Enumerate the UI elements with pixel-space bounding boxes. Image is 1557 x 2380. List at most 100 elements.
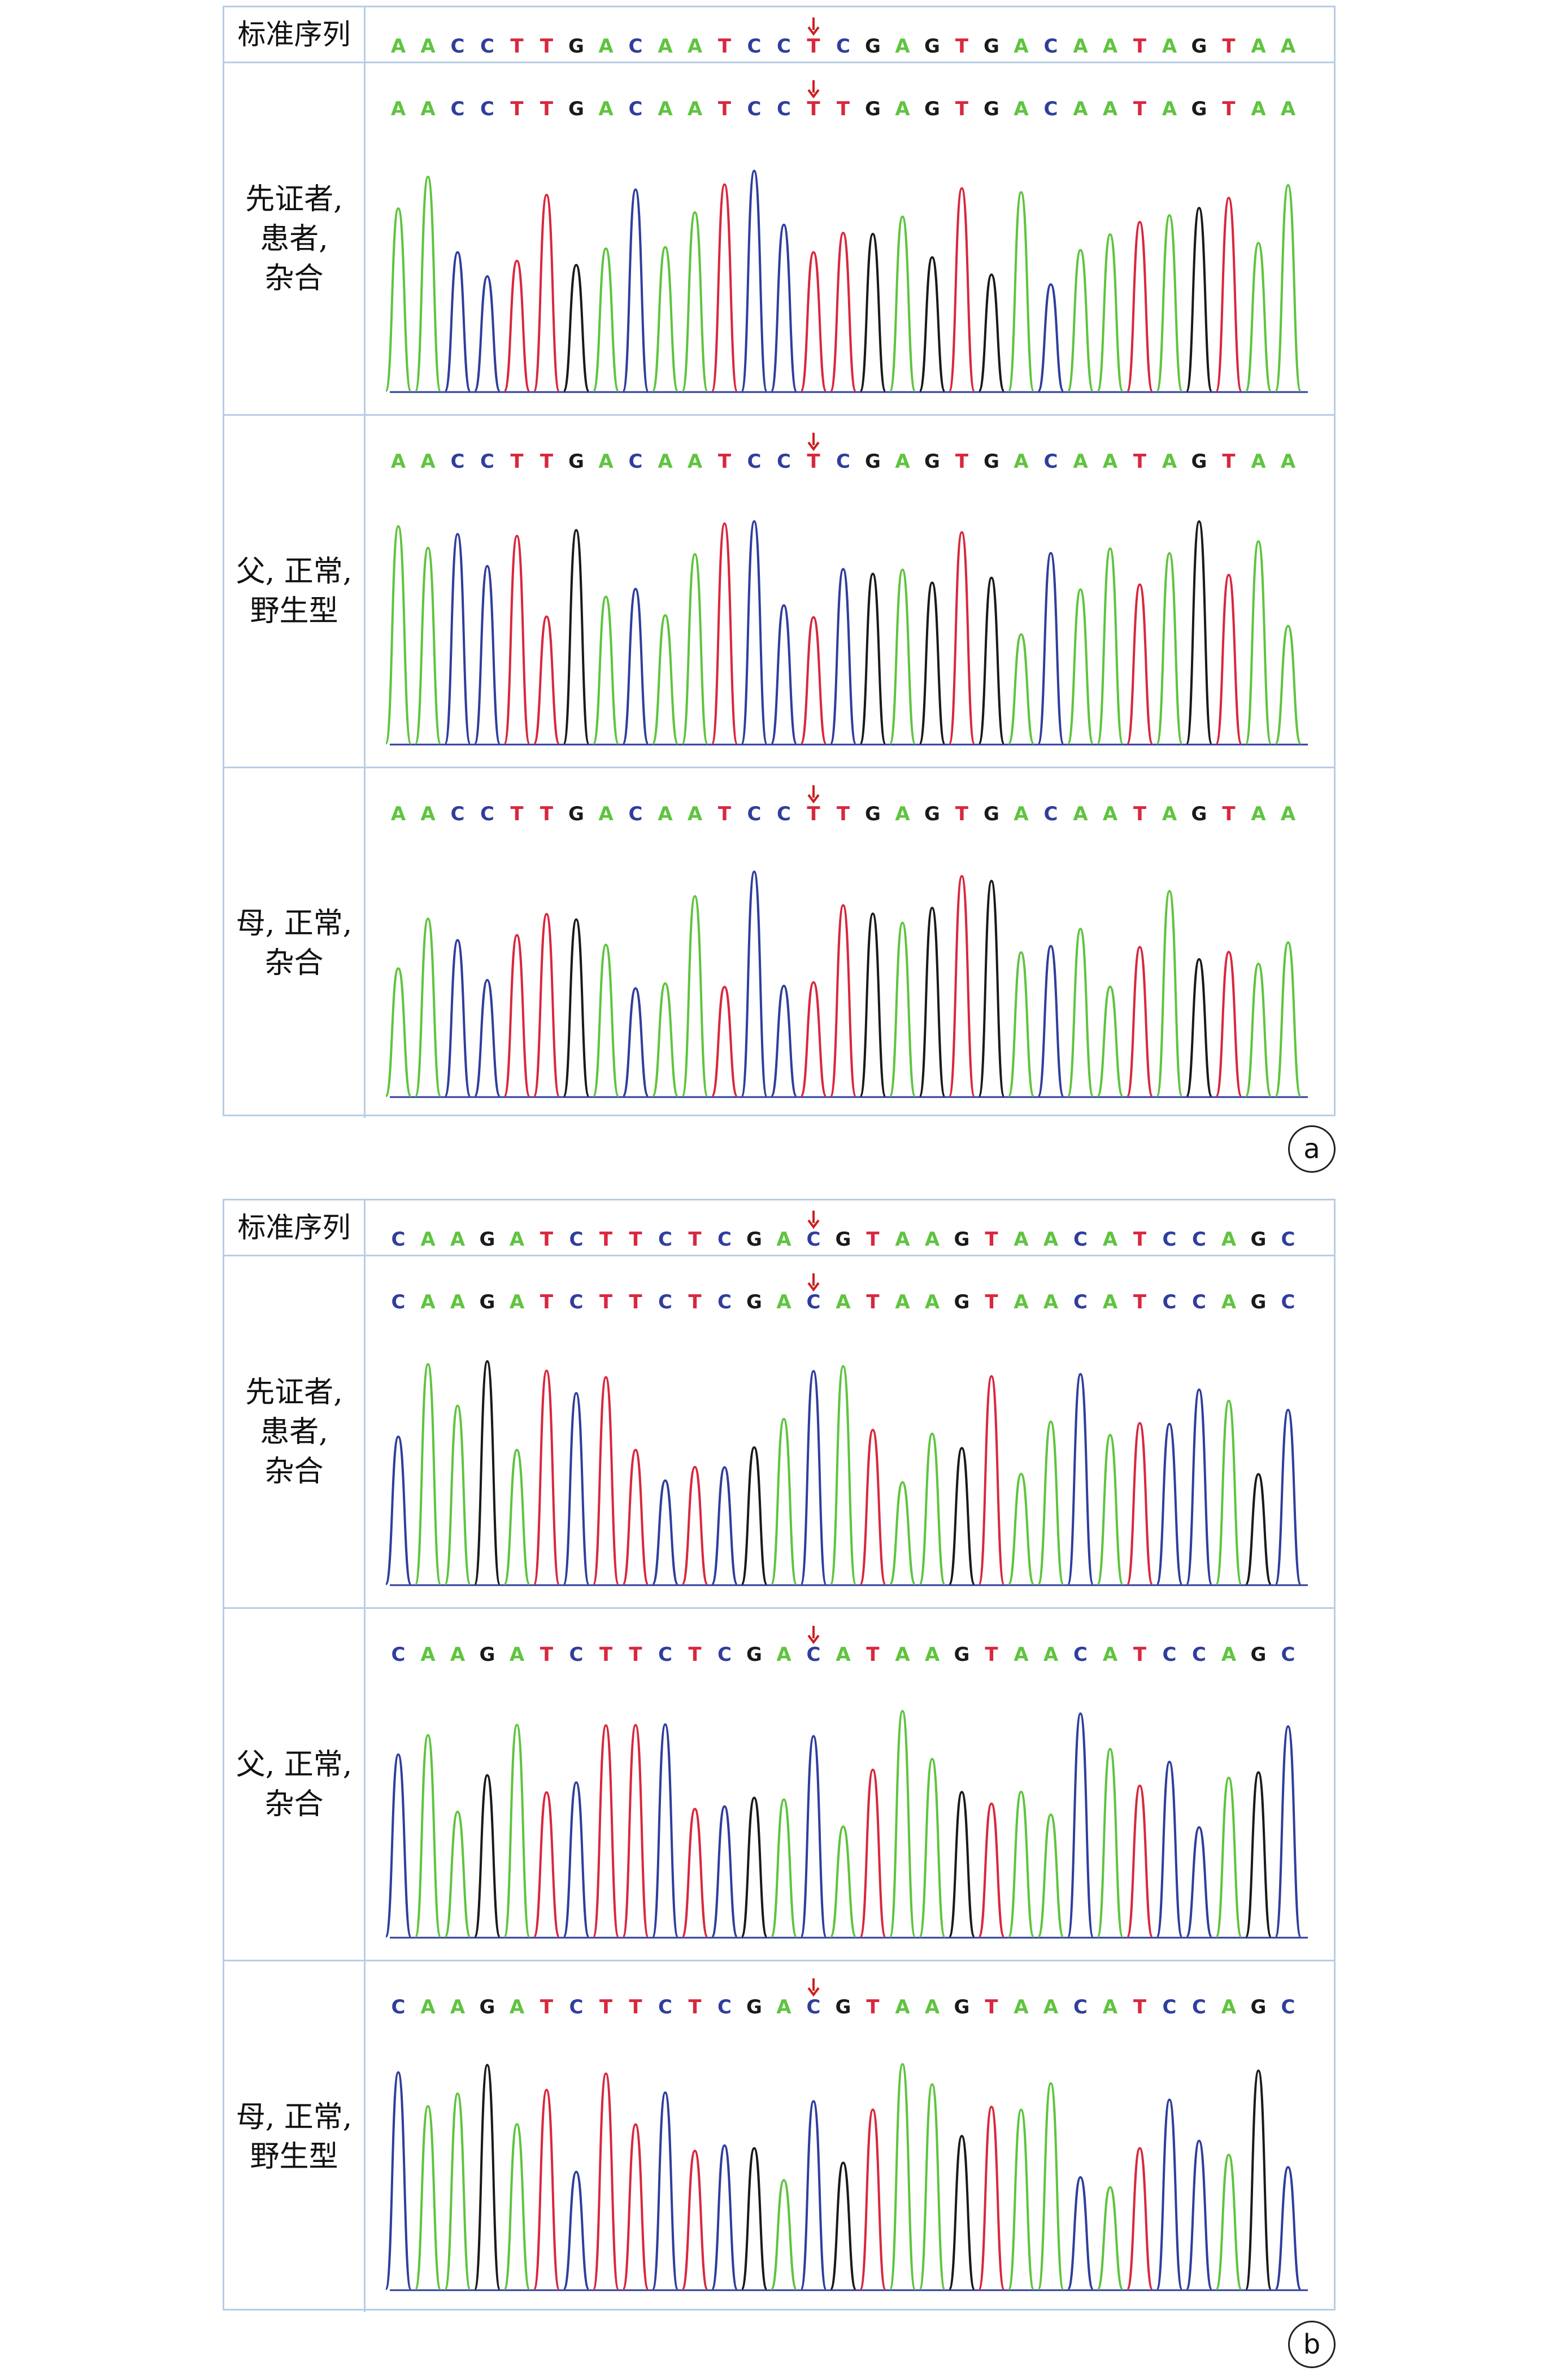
base-letter: T: [599, 1643, 613, 1666]
peak: [919, 2083, 946, 2290]
base-letter: A: [895, 803, 910, 825]
base-letter: C: [629, 35, 643, 58]
base-letter: C: [569, 1996, 584, 2018]
base-letter: A: [658, 98, 673, 120]
base-letter: C: [717, 1643, 732, 1666]
base-letter: C: [392, 1996, 406, 2018]
peak: [651, 246, 679, 392]
base-letter: A: [776, 1643, 791, 1666]
base-letter: T: [1222, 803, 1236, 825]
base-letter: G: [1191, 450, 1207, 473]
base-letter: A: [1103, 803, 1118, 825]
peak: [889, 215, 916, 392]
peak: [444, 939, 471, 1097]
base-letter: T: [985, 1291, 998, 1313]
reference-label: 标准序列: [224, 7, 366, 62]
base-letter: G: [836, 1996, 851, 2018]
peak: [622, 1724, 649, 1938]
base-letter: T: [599, 1996, 613, 2018]
row-label: 父, 正常, 杂合: [224, 1609, 366, 1960]
peak: [533, 2089, 560, 2290]
peak: [948, 531, 976, 745]
peak: [651, 2091, 679, 2290]
peak: [563, 1781, 590, 1938]
base-letter: G: [568, 35, 584, 58]
base-letter: A: [688, 98, 703, 120]
peak: [829, 2161, 857, 2290]
base-letter: G: [1191, 98, 1207, 120]
base-letter: T: [540, 450, 554, 473]
base-letter: T: [955, 450, 969, 473]
base-letter: A: [1251, 450, 1266, 473]
peak: [711, 183, 738, 392]
base-letter: A: [450, 1996, 466, 2018]
peak: [741, 1796, 768, 1938]
peak: [1156, 552, 1183, 745]
peak: [563, 2170, 590, 2290]
peak: [741, 520, 768, 745]
base-letter: T: [985, 1996, 998, 2018]
base-letter: C: [777, 450, 791, 473]
base-letter: A: [1162, 450, 1177, 473]
peak: [414, 917, 442, 1097]
base-letter: G: [1251, 1228, 1267, 1251]
base-letter: A: [420, 98, 436, 120]
base-letter: C: [658, 1643, 672, 1666]
base-letter: T: [510, 35, 524, 58]
peak: [948, 2135, 976, 2290]
peak: [978, 880, 1005, 1097]
base-letter: A: [391, 450, 406, 473]
base-letter: C: [777, 803, 791, 825]
base-letter: T: [955, 98, 969, 120]
peak: [414, 176, 442, 392]
peak: [1007, 1790, 1035, 1938]
base-letter: T: [629, 1291, 642, 1313]
peak: [1097, 1748, 1124, 1938]
base-letter: G: [746, 1291, 762, 1313]
peak: [385, 1753, 412, 1938]
base-letter: A: [1221, 1996, 1237, 2018]
base-letter: A: [420, 1996, 436, 2018]
base-letter: C: [807, 1291, 821, 1313]
peak: [770, 1798, 798, 1938]
peak: [829, 1825, 857, 1938]
base-letter: A: [1251, 98, 1266, 120]
base-letter: A: [1043, 1291, 1059, 1313]
base-letter: A: [1251, 803, 1266, 825]
peak: [741, 169, 768, 392]
peak: [889, 1481, 916, 1585]
base-letter: C: [807, 1996, 821, 2018]
base-letter: C: [1073, 1228, 1088, 1251]
base-letter: G: [1251, 1291, 1267, 1313]
base-letter: G: [568, 450, 584, 473]
mutation-arrow-icon: [807, 1978, 820, 1997]
peak: [1185, 207, 1213, 392]
base-letter: A: [1281, 450, 1296, 473]
base-letter: A: [1073, 450, 1088, 473]
base-letter: C: [1044, 450, 1058, 473]
peak: [651, 982, 679, 1097]
base-letter: G: [865, 803, 881, 825]
base-letter: G: [984, 450, 999, 473]
base-letter: G: [1251, 1996, 1267, 2018]
peak: [978, 576, 1005, 745]
base-letter: C: [658, 1996, 672, 2018]
base-letter: T: [540, 803, 554, 825]
base-letter: T: [510, 98, 524, 120]
peak: [592, 1724, 620, 1938]
base-letter: A: [420, 1291, 436, 1313]
base-letter: T: [688, 1996, 702, 2018]
peak: [533, 193, 560, 392]
base-letter: A: [510, 1291, 525, 1313]
base-letter: A: [510, 1228, 525, 1251]
base-letter: A: [391, 35, 406, 58]
base-letter: C: [836, 450, 850, 473]
base-letter: T: [955, 803, 969, 825]
base-letter: G: [954, 1643, 970, 1666]
peak: [741, 1446, 768, 1585]
base-letter: T: [1133, 1643, 1147, 1666]
peak: [1245, 963, 1272, 1097]
peak: [800, 616, 827, 745]
